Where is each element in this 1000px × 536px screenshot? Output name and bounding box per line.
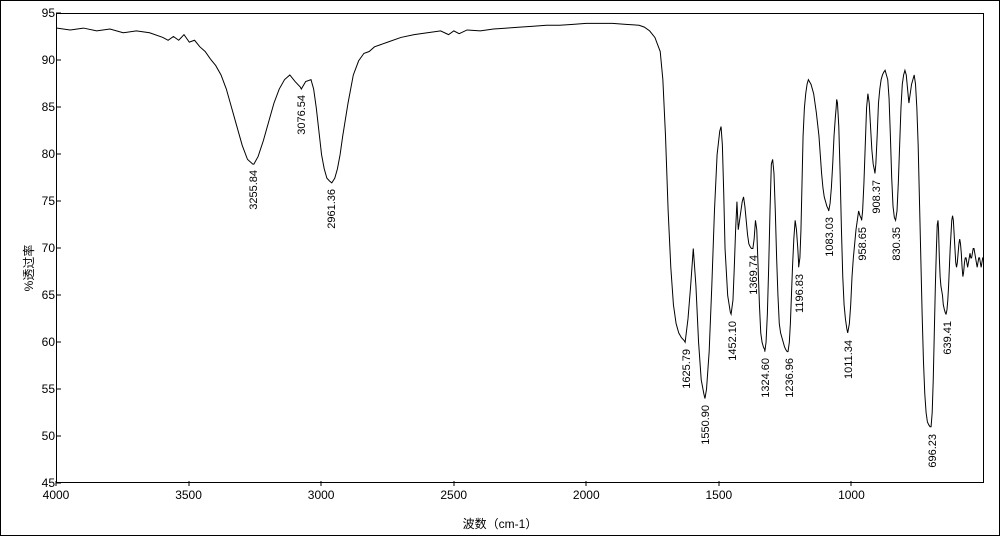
y-tick-label: 95	[25, 6, 55, 20]
y-tick-label: 60	[25, 335, 55, 349]
peak-label: 1236.96	[784, 358, 796, 398]
peak-label: 3076.54	[296, 95, 308, 135]
peak-label: 1324.60	[760, 358, 772, 398]
peak-label: 3255.84	[248, 170, 260, 210]
peak-label: 639.41	[942, 321, 954, 355]
x-tick-label: 2000	[573, 488, 600, 502]
peak-label: 696.23	[927, 434, 939, 468]
y-tick-label: 85	[25, 100, 55, 114]
y-tick-label: 80	[25, 147, 55, 161]
y-tick-mark	[56, 436, 61, 437]
peak-label: 1369.74	[748, 255, 760, 295]
y-tick-label: 70	[25, 241, 55, 255]
peak-label: 1625.79	[681, 349, 693, 389]
x-tick-mark	[56, 481, 57, 486]
x-tick-label: 4000	[43, 488, 70, 502]
peak-label: 1550.90	[700, 405, 712, 445]
y-tick-mark	[56, 13, 61, 14]
x-tick-mark	[586, 481, 587, 486]
y-tick-label: 50	[25, 429, 55, 443]
peak-label: 1011.34	[843, 340, 855, 379]
x-tick-label: 3500	[175, 488, 202, 502]
y-tick-mark	[56, 295, 61, 296]
x-tick-label: 3000	[308, 488, 335, 502]
peak-label: 1083.03	[824, 217, 836, 257]
y-tick-label: 75	[25, 194, 55, 208]
x-tick-mark	[718, 481, 719, 486]
peak-label: 2961.36	[326, 189, 338, 229]
y-tick-label: 90	[25, 53, 55, 67]
peak-label: 830.35	[891, 227, 903, 261]
y-tick-mark	[56, 389, 61, 390]
y-tick-label: 55	[25, 382, 55, 396]
peak-label: 1196.83	[794, 274, 806, 313]
x-tick-mark	[851, 481, 852, 486]
x-axis-label: 波数（cm-1）	[463, 515, 538, 532]
y-tick-mark	[56, 154, 61, 155]
plot-area: 3255.84 3076.54 2961.36 1625.79 1550.90 1452.…	[56, 13, 984, 483]
peak-label: 908.37	[871, 180, 883, 214]
y-tick-mark	[56, 60, 61, 61]
y-tick-mark	[56, 342, 61, 343]
x-tick-label: 1000	[838, 488, 865, 502]
y-tick-mark	[56, 107, 61, 108]
y-tick-mark	[56, 248, 61, 249]
y-tick-label: 65	[25, 288, 55, 302]
y-tick-mark	[56, 201, 61, 202]
x-tick-mark	[321, 481, 322, 486]
x-tick-mark	[188, 481, 189, 486]
ir-spectrum-chart: 3255.84 3076.54 2961.36 1625.79 1550.90 1452.…	[0, 0, 1000, 536]
peak-label: 958.65	[857, 227, 869, 261]
x-tick-mark	[453, 481, 454, 486]
x-tick-label: 2500	[440, 488, 467, 502]
y-tick-mark	[56, 483, 61, 484]
peak-label: 1452.10	[727, 321, 739, 361]
x-tick-label: 1500	[705, 488, 732, 502]
spectrum-line	[57, 14, 983, 483]
